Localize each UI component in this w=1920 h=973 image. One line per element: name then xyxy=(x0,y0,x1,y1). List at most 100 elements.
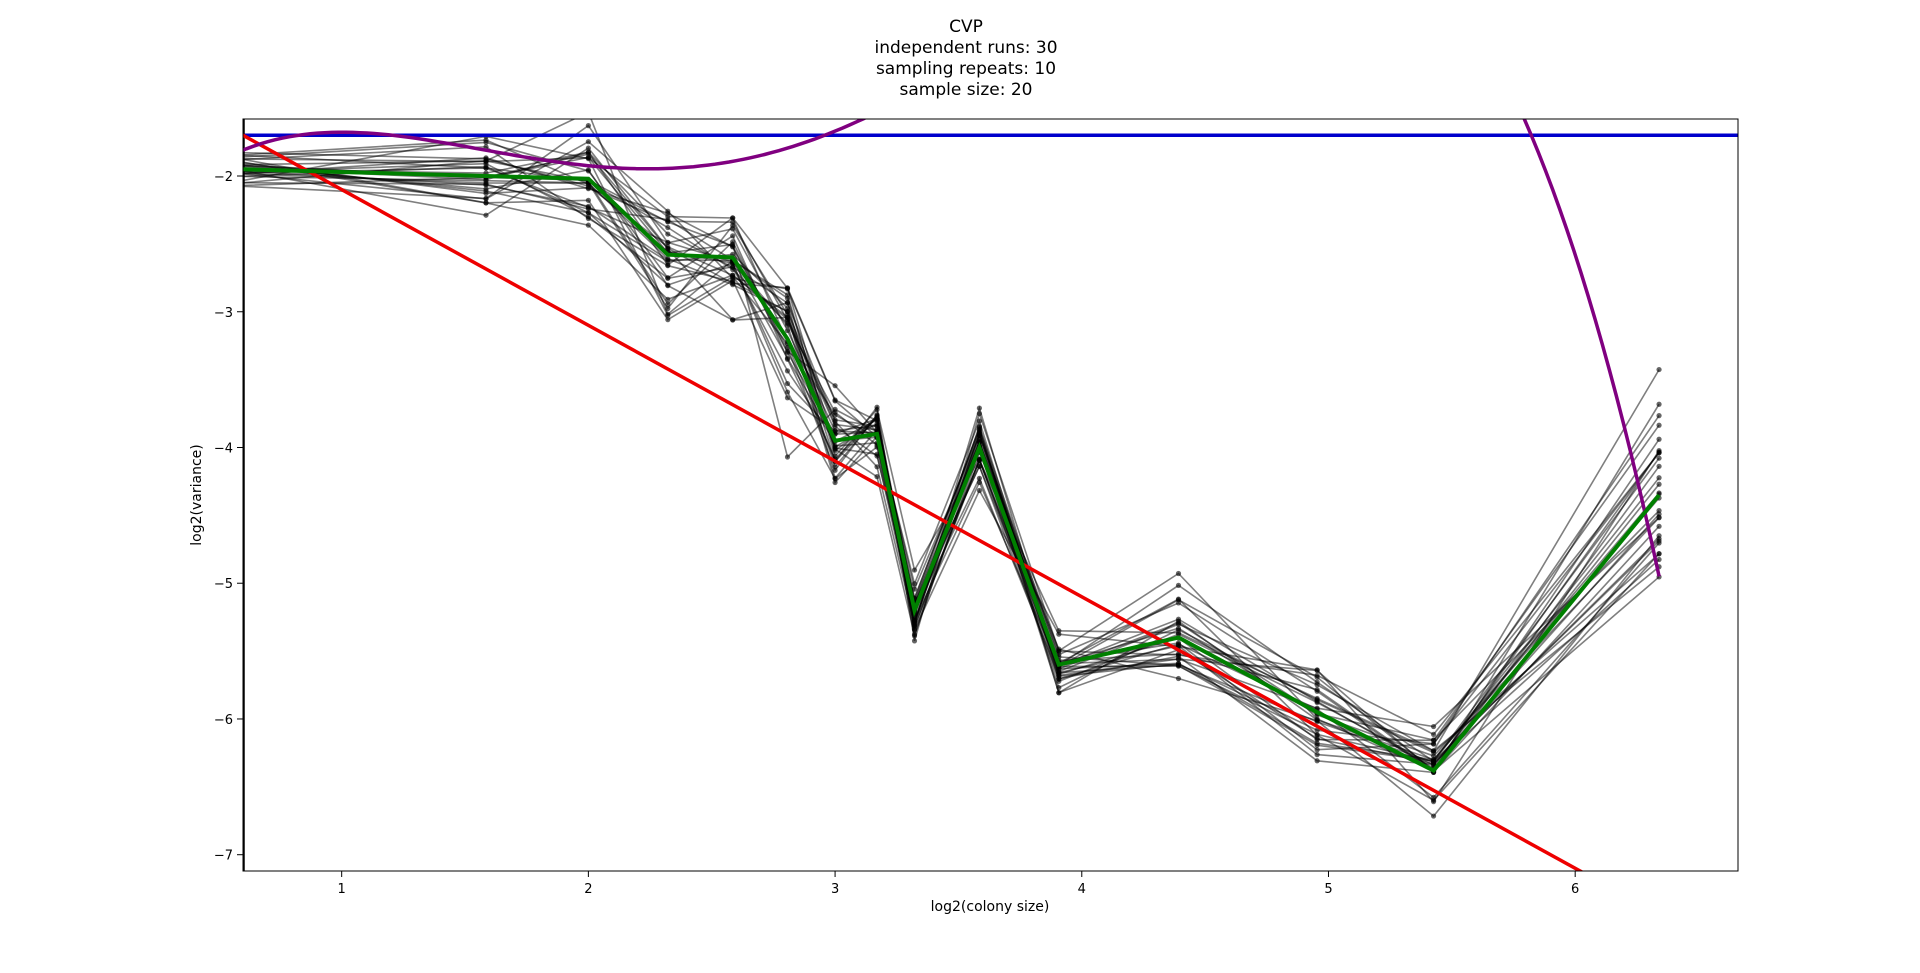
run-point xyxy=(832,383,838,389)
run-point xyxy=(976,463,982,469)
run-point xyxy=(237,160,242,165)
run-point xyxy=(585,156,591,162)
x-tick-label: 2 xyxy=(584,882,592,897)
run-point xyxy=(1430,813,1437,819)
run-point xyxy=(665,296,671,302)
run-point xyxy=(237,180,242,185)
run-point xyxy=(1656,507,1662,514)
run-point xyxy=(976,426,982,432)
run-point xyxy=(1314,747,1320,753)
y-tick-label: −7 xyxy=(214,849,233,864)
run-point xyxy=(1175,660,1182,666)
run-line xyxy=(243,165,1660,804)
run-line xyxy=(243,141,1660,752)
run-point xyxy=(1175,652,1182,658)
title-line-4: sample size: 20 xyxy=(900,80,1033,100)
run-point xyxy=(1175,616,1182,622)
run-point xyxy=(483,163,489,170)
run-point xyxy=(585,149,591,155)
run-point xyxy=(1314,740,1320,746)
run-point xyxy=(976,410,982,417)
run-line xyxy=(243,167,1660,763)
run-point xyxy=(1056,648,1062,654)
y-tick-label: −4 xyxy=(214,441,233,456)
run-point xyxy=(832,479,838,486)
run-point xyxy=(237,167,242,172)
run-point xyxy=(784,311,791,318)
run-point xyxy=(1314,679,1320,685)
run-point xyxy=(1056,672,1062,679)
run-point xyxy=(1314,731,1320,738)
run-point xyxy=(237,164,242,169)
polynomial-fit-curve xyxy=(243,119,1661,577)
run-point xyxy=(784,380,791,387)
run-point xyxy=(1656,551,1662,557)
run-point xyxy=(832,467,838,473)
run-point xyxy=(911,619,918,625)
run-point xyxy=(1430,758,1437,764)
run-line xyxy=(243,161,1660,799)
run-point xyxy=(730,233,736,239)
run-point xyxy=(976,458,982,464)
run-point xyxy=(665,219,671,225)
run-point xyxy=(1175,600,1182,606)
run-line xyxy=(243,170,1660,757)
run-point xyxy=(832,406,838,412)
run-point xyxy=(1314,716,1320,722)
run-point xyxy=(1656,463,1662,469)
run-point xyxy=(1314,688,1320,694)
run-point xyxy=(665,312,671,319)
run-point xyxy=(483,144,489,150)
run-point xyxy=(1430,748,1437,754)
run-point xyxy=(237,169,242,174)
run-point xyxy=(784,395,791,401)
run-point xyxy=(237,163,242,168)
run-point xyxy=(585,139,591,145)
run-line xyxy=(243,153,1660,736)
run-point xyxy=(784,299,791,306)
chart-title: CVP independent runs: 30 sampling repeat… xyxy=(874,17,1057,100)
run-point xyxy=(1314,752,1320,758)
run-point xyxy=(665,208,671,214)
run-lines xyxy=(237,119,1662,819)
run-point xyxy=(585,167,591,173)
run-line xyxy=(243,175,1660,728)
run-point xyxy=(237,153,242,158)
run-point xyxy=(237,168,242,173)
run-point xyxy=(665,224,671,231)
axes-ticks: 1 2 3 4 5 6 −2 −3 −4 −5 −6 −7 xyxy=(214,170,1579,897)
y-tick-label: −3 xyxy=(214,306,233,321)
run-point xyxy=(483,137,489,143)
run-point xyxy=(730,317,736,323)
run-line xyxy=(243,151,1660,773)
run-point xyxy=(730,241,736,248)
run-point xyxy=(1656,523,1662,529)
run-point xyxy=(730,215,736,221)
y-axis-label: log2(variance) xyxy=(189,444,205,545)
run-point xyxy=(237,181,242,186)
run-line xyxy=(243,154,1660,754)
run-point xyxy=(237,179,242,184)
run-point xyxy=(237,183,242,188)
run-point xyxy=(665,317,671,323)
run-point xyxy=(1656,514,1662,520)
run-point xyxy=(1656,422,1662,428)
run-point xyxy=(1175,675,1182,682)
run-point xyxy=(1056,690,1062,696)
run-point xyxy=(784,355,791,361)
run-point xyxy=(1175,596,1182,602)
run-point xyxy=(483,190,489,197)
run-point xyxy=(784,454,791,460)
y-tick-label: −5 xyxy=(214,577,233,592)
run-point xyxy=(832,397,838,403)
run-point xyxy=(1656,481,1662,487)
title-line-1: CVP xyxy=(949,17,983,37)
run-point xyxy=(1314,758,1320,764)
run-point xyxy=(1656,556,1662,563)
run-point xyxy=(483,186,489,192)
run-line xyxy=(243,181,1660,774)
run-line xyxy=(243,172,1660,763)
run-point xyxy=(1175,656,1182,662)
run-point xyxy=(483,158,489,164)
